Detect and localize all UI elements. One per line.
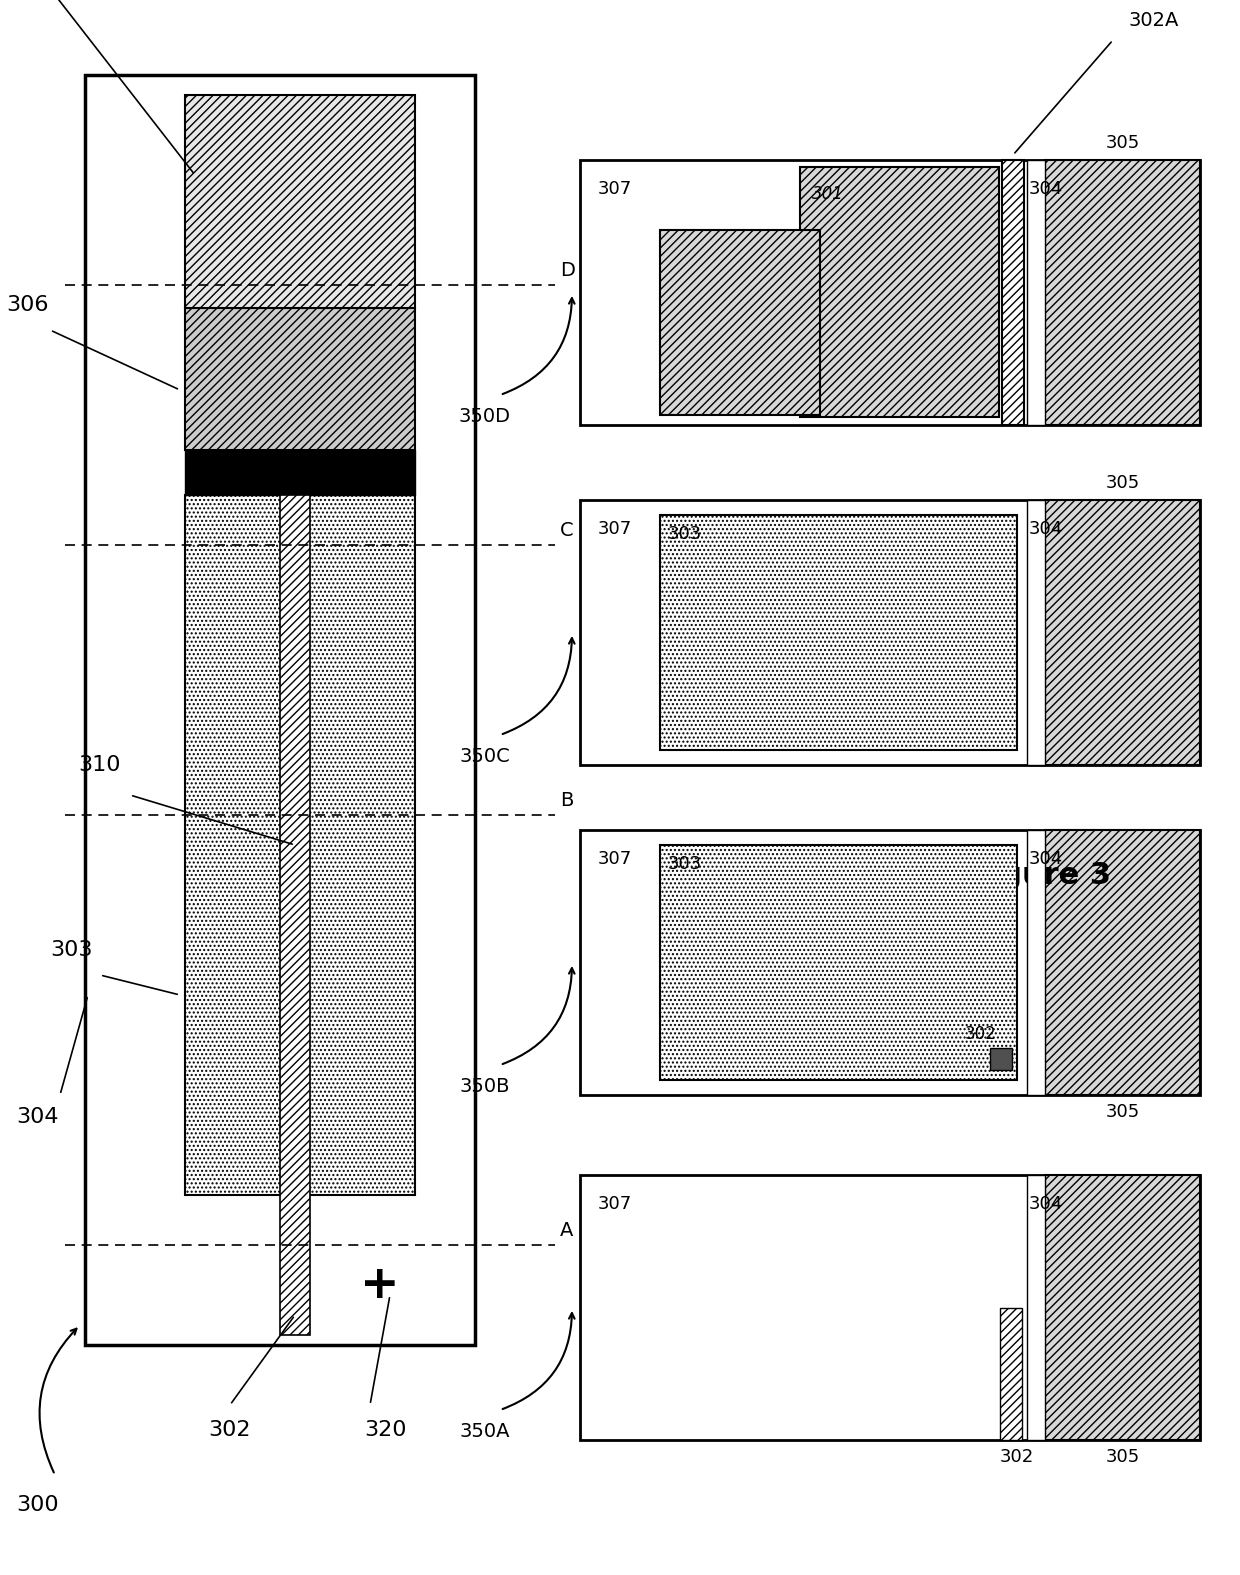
Text: 320: 320 [363, 1421, 407, 1440]
Text: 304: 304 [1029, 180, 1063, 198]
Text: 305: 305 [1106, 134, 1140, 153]
Text: 307: 307 [598, 1195, 632, 1213]
Bar [800, 167, 999, 417]
Text: 307: 307 [598, 180, 632, 198]
Bar [1027, 161, 1045, 425]
Bar [990, 1047, 1012, 1069]
Bar [1027, 1175, 1045, 1440]
Text: 303: 303 [668, 855, 702, 873]
Bar [1027, 499, 1045, 765]
Text: A: A [560, 1221, 573, 1240]
Bar [580, 161, 1200, 425]
Text: 307: 307 [598, 520, 632, 539]
Bar [1045, 1175, 1200, 1440]
Text: 302: 302 [208, 1421, 252, 1440]
Text: 302: 302 [999, 1447, 1034, 1466]
Text: 301: 301 [812, 184, 844, 203]
Text: 305: 305 [1106, 474, 1140, 491]
Text: D: D [560, 261, 575, 280]
Bar [1045, 830, 1200, 1095]
Bar [280, 495, 310, 1336]
Bar [580, 499, 1200, 765]
Bar [1045, 499, 1200, 765]
Text: 304: 304 [1029, 850, 1063, 868]
Text: 305: 305 [1106, 1447, 1140, 1466]
Bar [185, 94, 415, 309]
Text: 303: 303 [51, 940, 93, 961]
Text: 350C: 350C [460, 747, 511, 765]
Text: +: + [360, 1263, 399, 1307]
Bar [86, 76, 475, 1345]
Bar [185, 450, 415, 495]
Text: 350B: 350B [460, 1077, 510, 1096]
Bar [1027, 830, 1045, 1095]
Text: 304: 304 [1029, 520, 1063, 539]
Bar [185, 309, 415, 450]
Bar [580, 830, 1200, 1095]
Text: 300: 300 [16, 1495, 60, 1515]
Bar [660, 515, 1017, 750]
Text: 305: 305 [1106, 1102, 1140, 1121]
Text: 304: 304 [17, 1107, 60, 1128]
Text: 350D: 350D [459, 406, 511, 425]
Text: 304: 304 [1029, 1195, 1063, 1213]
Bar [580, 1175, 1200, 1440]
Bar [185, 495, 415, 1195]
Text: Figure 3: Figure 3 [968, 860, 1111, 890]
Text: B: B [560, 791, 573, 810]
Text: 350A: 350A [460, 1422, 510, 1441]
Bar [660, 230, 820, 414]
Bar [660, 846, 1017, 1080]
Text: 303: 303 [668, 524, 702, 543]
Bar [1045, 161, 1200, 425]
Text: 302: 302 [965, 1025, 997, 1043]
Bar [999, 1307, 1022, 1440]
Text: C: C [560, 521, 574, 540]
Text: 306: 306 [6, 295, 50, 315]
Bar [1002, 161, 1024, 425]
Text: 307: 307 [598, 850, 632, 868]
Text: 302A: 302A [1128, 11, 1178, 30]
Text: 310: 310 [79, 754, 122, 775]
